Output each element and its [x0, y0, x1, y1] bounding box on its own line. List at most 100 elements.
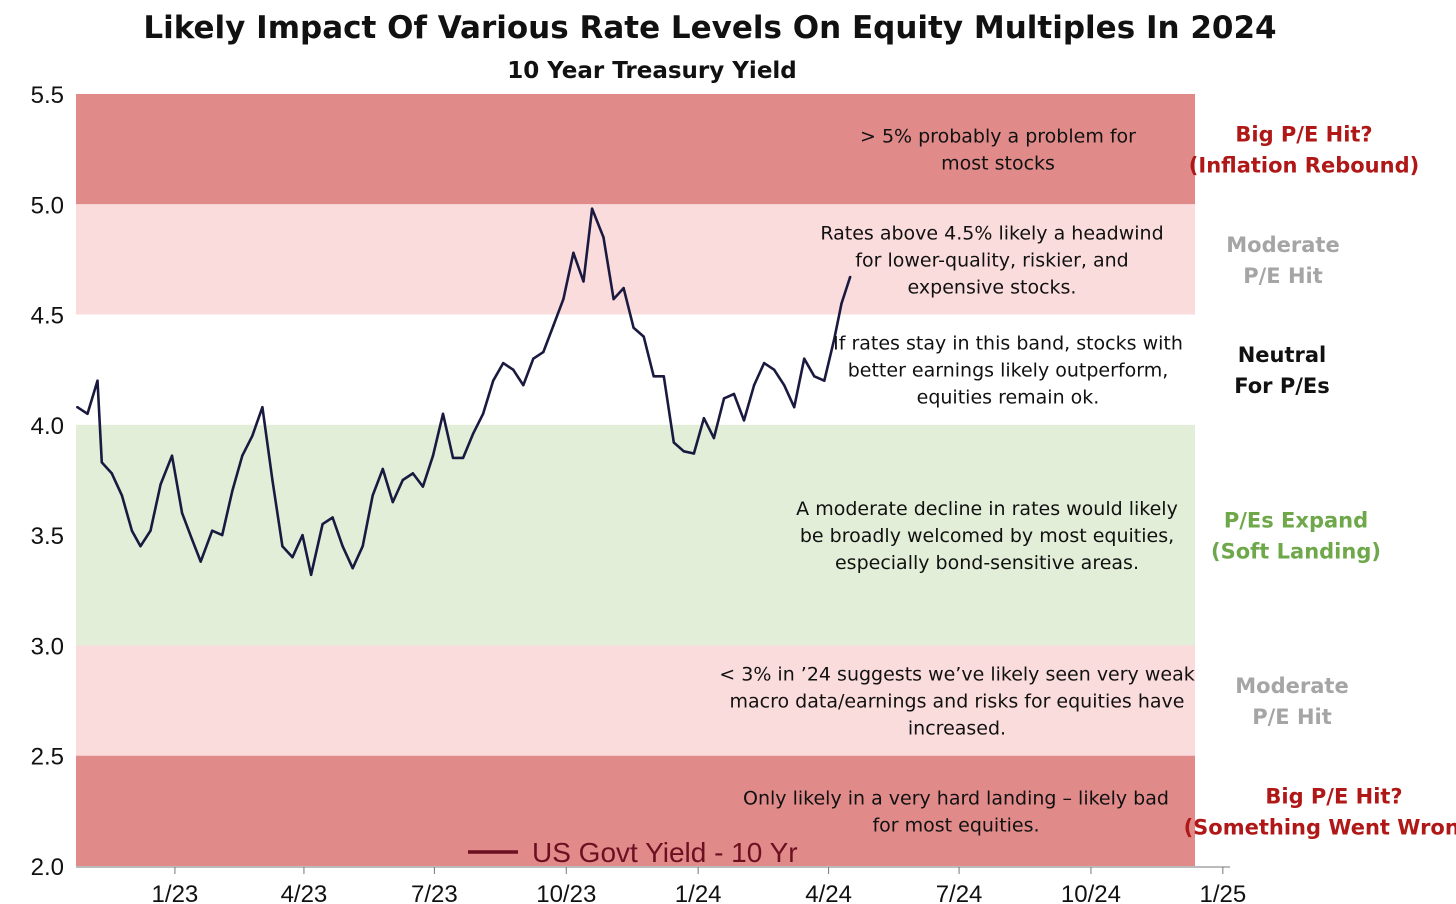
x-tick-label: 1/23: [152, 881, 199, 904]
band-label-line: (Soft Landing): [1211, 540, 1381, 564]
band-1: [76, 204, 1195, 315]
y-tick-label: 3.5: [31, 523, 64, 550]
data-point: [96, 379, 99, 382]
band-label-line: Moderate: [1226, 233, 1339, 257]
band-note-line: especially bond-sensitive areas.: [835, 552, 1139, 574]
data-point: [622, 286, 625, 290]
band-note-line: be broadly welcomed by most equities,: [800, 525, 1174, 547]
data-point: [793, 406, 796, 409]
data-point: [351, 567, 354, 570]
x-tick-label: 10/24: [1061, 881, 1121, 904]
band-0: [76, 94, 1195, 205]
data-point: [391, 500, 395, 504]
data-point: [341, 544, 344, 548]
data-point: [149, 529, 152, 532]
band-labels: Big P/E Hit? (Inflation Rebound) Moderate P…: [1184, 123, 1456, 840]
data-point: [542, 350, 545, 354]
data-point: [120, 494, 124, 497]
y-tick-label: 3.0: [31, 633, 64, 660]
data-point: [590, 207, 594, 210]
data-point: [762, 361, 766, 365]
data-point: [261, 406, 264, 409]
x-axis: 1/23 4/23 7/23 10/23 1/24 4/24 7/24 10/24 1/25: [76, 866, 1246, 904]
band-label-line: Big P/E Hit?: [1265, 784, 1402, 808]
x-tick-label: 4/23: [281, 881, 328, 904]
data-point: [742, 419, 746, 422]
band-note-line: for lower-quality, riskier, and: [855, 249, 1128, 271]
band-note-line: for most equities.: [872, 814, 1039, 836]
data-point: [76, 406, 79, 409]
data-point: [471, 432, 475, 435]
x-tick-label: 10/23: [536, 881, 596, 904]
data-point: [532, 357, 535, 360]
band-label-line: P/E Hit: [1252, 705, 1332, 729]
y-tick-label: 5.5: [31, 82, 64, 109]
data-point: [481, 412, 485, 416]
data-point: [642, 335, 645, 338]
y-tick-label: 4.5: [31, 303, 64, 330]
band-4: [76, 645, 1195, 756]
y-tick-label: 4.0: [31, 413, 64, 440]
band-label-line: Neutral: [1238, 343, 1327, 367]
data-point: [461, 456, 465, 460]
x-tick-label: 1/25: [1199, 881, 1246, 904]
data-point: [139, 544, 142, 548]
data-point: [431, 454, 435, 457]
data-point: [840, 302, 843, 305]
data-point: [251, 434, 254, 438]
data-point: [159, 483, 162, 486]
data-point: [552, 324, 555, 327]
data-point: [491, 379, 495, 382]
data-point: [199, 560, 202, 563]
data-point: [813, 375, 816, 378]
data-point: [672, 441, 675, 444]
data-point: [803, 357, 806, 360]
data-point: [632, 326, 635, 330]
band-note-line: better earnings likely outperform,: [848, 360, 1169, 382]
band-label-line: Moderate: [1235, 674, 1348, 698]
data-point: [501, 361, 505, 365]
band-note-line: If rates stay in this band, stocks with: [833, 333, 1183, 355]
data-point: [361, 544, 364, 548]
band-note-line: Only likely in a very hard landing – lik…: [743, 787, 1169, 809]
data-point: [782, 383, 786, 387]
band-3: [76, 424, 1195, 646]
data-point: [833, 337, 836, 341]
data-point: [722, 397, 726, 400]
band-label-line: For P/Es: [1234, 374, 1330, 398]
data-point: [221, 533, 224, 537]
data-point: [130, 529, 134, 532]
band-note-line: increased.: [908, 718, 1006, 740]
data-point: [301, 533, 304, 537]
data-point: [441, 412, 445, 416]
x-tick-label: 7/23: [411, 881, 458, 904]
data-point: [281, 544, 284, 548]
data-point: [271, 478, 274, 482]
data-point: [371, 494, 374, 497]
data-point: [823, 379, 826, 382]
data-point: [321, 522, 324, 526]
y-tick-label: 2.5: [31, 744, 64, 771]
data-point: [331, 516, 334, 519]
data-point: [752, 383, 756, 387]
band-notes: > 5% probably a problem for most stocks Ra…: [719, 126, 1194, 837]
legend: US Govt Yield - 10 Yr: [468, 837, 798, 868]
data-point: [170, 454, 174, 457]
band-label-line: P/Es Expand: [1224, 509, 1368, 533]
data-point: [712, 436, 716, 440]
y-axis: 2.0 2.5 3.0 3.5 4.0 4.5 5.0 5.5: [31, 82, 64, 881]
y-tick-label: 5.0: [31, 192, 64, 219]
data-point: [512, 368, 515, 371]
data-point: [522, 383, 525, 387]
data-point: [572, 251, 575, 255]
data-point: [602, 236, 605, 239]
band-label-line: (Something Went Wrong): [1184, 815, 1456, 839]
band-label-line: Big P/E Hit?: [1235, 123, 1372, 147]
data-point: [291, 556, 294, 559]
data-point: [732, 392, 736, 396]
data-point: [180, 511, 184, 515]
data-point: [848, 275, 852, 279]
data-point: [241, 454, 244, 457]
x-tick-label: 1/24: [675, 881, 722, 904]
x-tick-label: 4/24: [805, 881, 852, 904]
